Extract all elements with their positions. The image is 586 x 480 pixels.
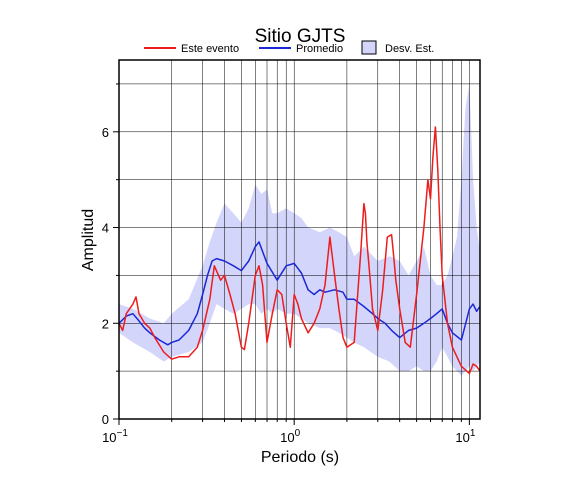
legend: Este evento Promedio Desv. Est. <box>144 40 434 55</box>
x-tick-label: 10−1 <box>102 428 128 445</box>
series-line-promedio <box>118 241 481 346</box>
legend-label-desv-est: Desv. Est. <box>385 43 434 55</box>
y-tick-label: 2 <box>102 316 109 331</box>
plot-frame <box>118 59 481 420</box>
legend-label-este-evento: Este evento <box>181 43 239 55</box>
chart-title: Sitio GJTS <box>255 26 346 47</box>
grid-vertical <box>118 60 470 419</box>
y-axis-label: Amplitud <box>80 209 97 271</box>
y-tick-label: 4 <box>102 221 109 236</box>
y-tick-label: 0 <box>102 412 109 427</box>
legend-swatch-desv-est <box>361 40 377 55</box>
x-tick-label: 100 <box>280 428 300 445</box>
x-tick-label: 101 <box>455 428 475 445</box>
legend-label-promedio: Promedio <box>296 43 343 55</box>
grid-horizontal <box>119 83 480 372</box>
series-line-este-evento <box>118 126 481 375</box>
x-axis-label: Periodo (s) <box>261 449 339 466</box>
y-tick-label: 6 <box>102 125 109 140</box>
